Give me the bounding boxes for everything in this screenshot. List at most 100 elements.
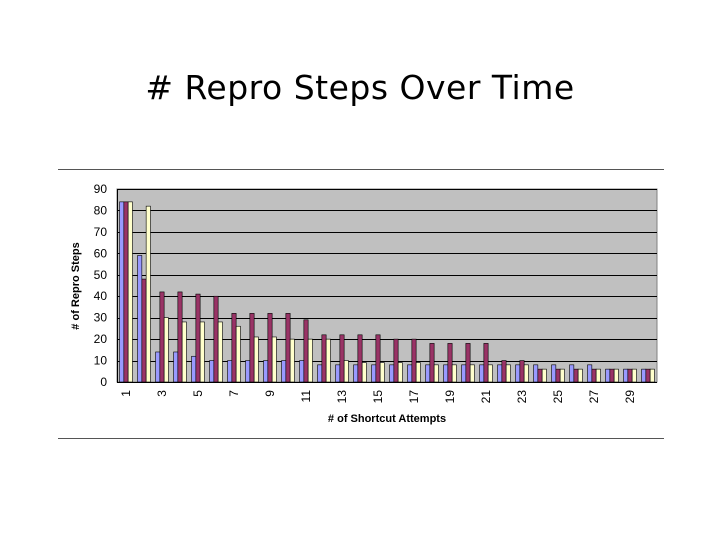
bar (335, 364, 341, 383)
bar (465, 343, 471, 383)
bar (227, 360, 233, 383)
bar (371, 364, 377, 383)
y-axis-title: # of Repro Steps (70, 242, 82, 329)
bar (159, 291, 165, 383)
bar (587, 364, 593, 383)
x-axis-title: # of Shortcut Attempts (328, 413, 446, 425)
x-tick-label: 19 (443, 390, 457, 404)
bar (339, 334, 345, 383)
bar (623, 368, 629, 383)
bar (559, 368, 565, 383)
bar (443, 364, 449, 383)
bar (483, 343, 489, 383)
x-tick-label: 9 (263, 390, 277, 397)
bar (613, 368, 619, 383)
bar (487, 364, 493, 383)
bar (235, 325, 241, 383)
y-tick-label: 40 (94, 289, 108, 303)
bar (137, 255, 143, 383)
slide-title: # Repro Steps Over Time (145, 68, 575, 107)
y-tick-label: 0 (100, 375, 107, 389)
top-divider-line (58, 169, 664, 170)
bar (173, 351, 179, 383)
x-tick-label: 25 (551, 390, 565, 404)
bar (447, 343, 453, 383)
bar (163, 317, 169, 383)
bar (469, 364, 475, 383)
bar (267, 313, 273, 383)
bar (389, 364, 395, 383)
bar (209, 360, 215, 383)
bar (321, 334, 327, 383)
bar (217, 321, 223, 383)
bar (271, 336, 277, 383)
bar (591, 368, 597, 383)
bar (361, 362, 367, 383)
bar (191, 355, 197, 383)
bar (609, 368, 615, 383)
bar (231, 313, 237, 383)
bar (181, 321, 187, 383)
x-tick-label: 29 (623, 390, 637, 404)
bar (627, 368, 633, 383)
bar (415, 362, 421, 383)
bar (289, 338, 295, 383)
bar (343, 360, 349, 383)
x-tick-label: 27 (587, 390, 601, 404)
bar (145, 205, 151, 383)
bar (317, 364, 323, 383)
bar (245, 360, 251, 383)
y-tick-label: 90 (94, 182, 108, 196)
bar (515, 364, 521, 383)
bar (299, 360, 305, 383)
x-tick-label: 1 (119, 390, 133, 397)
bar (573, 368, 579, 383)
bar (253, 336, 259, 383)
bar (595, 368, 601, 383)
bar (123, 201, 129, 383)
bar (249, 313, 255, 383)
bar (379, 362, 385, 383)
bar (519, 360, 525, 383)
bar (425, 364, 431, 383)
y-tick-label: 10 (94, 354, 108, 368)
bar (303, 319, 309, 383)
bar (433, 364, 439, 383)
bar (631, 368, 637, 383)
bar (523, 364, 529, 383)
bar (281, 360, 287, 383)
bar (195, 293, 201, 383)
bar (325, 338, 331, 383)
bar (479, 364, 485, 383)
bar (537, 368, 543, 383)
bar (127, 201, 133, 383)
x-tick-label: 21 (479, 390, 493, 404)
y-tick-label: 80 (94, 203, 108, 217)
bar (155, 351, 161, 383)
bar (407, 364, 413, 383)
bottom-divider-line (58, 438, 664, 439)
bar (569, 364, 575, 383)
bar (411, 338, 417, 383)
bar (393, 338, 399, 383)
y-tick-label: 30 (94, 311, 108, 325)
y-tick-label: 20 (94, 332, 108, 346)
bar (397, 362, 403, 383)
bar (551, 364, 557, 383)
bar (645, 368, 651, 383)
y-tick-label: 70 (94, 225, 108, 239)
bar (605, 368, 611, 383)
bar (429, 343, 435, 383)
x-tick-label: 23 (515, 390, 529, 404)
bar (119, 201, 125, 383)
bar (285, 313, 291, 383)
bar (213, 295, 219, 383)
x-tick-label: 3 (155, 390, 169, 397)
bar (501, 360, 507, 383)
x-tick-label: 5 (191, 390, 205, 397)
x-tick-label: 15 (371, 390, 385, 404)
x-tick-label: 13 (335, 390, 349, 404)
bar (505, 364, 511, 383)
bar (375, 334, 381, 383)
